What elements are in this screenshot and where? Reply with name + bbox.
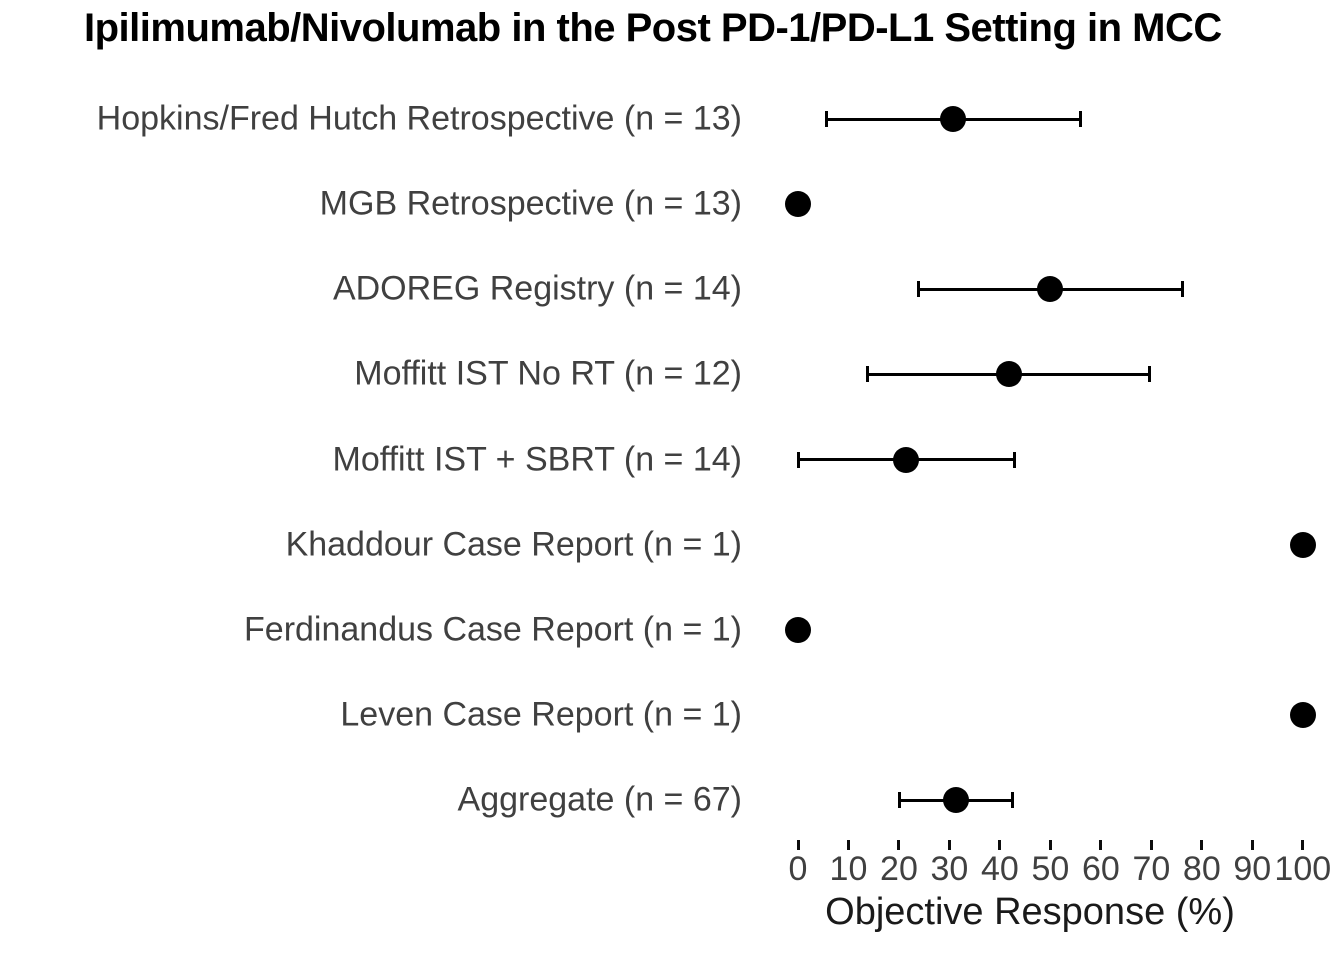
study-label: ADOREG Registry (n = 14): [332, 269, 742, 308]
chart-title: Ipilimumab/Nivolumab in the Post PD-1/PD…: [84, 6, 1222, 50]
study-label: Ferdinandus Case Report (n = 1): [244, 610, 742, 649]
x-axis-title: Objective Response (%): [825, 891, 1235, 933]
ci-lower-cap: [916, 281, 920, 298]
ci-upper-cap: [1147, 366, 1151, 383]
x-tick-label: 50: [1031, 850, 1070, 888]
orr-point-marker: [1289, 531, 1316, 558]
ci-lower-cap: [796, 451, 800, 468]
x-tick-mark: [1048, 840, 1052, 850]
x-tick-mark: [1301, 840, 1305, 850]
x-tick-mark: [897, 840, 901, 850]
x-tick-mark: [1200, 840, 1204, 850]
ci-lower-cap: [898, 792, 902, 808]
x-tick-label: 100: [1274, 850, 1332, 888]
orr-point-marker: [1037, 276, 1064, 303]
x-tick-label: 60: [1081, 850, 1120, 888]
x-tick-label: 20: [880, 850, 918, 888]
ci-upper-cap: [1011, 792, 1015, 808]
orr-point-marker: [785, 191, 811, 218]
x-tick-label: 0: [788, 850, 808, 888]
study-label: Moffitt IST No RT (n = 12): [354, 354, 742, 393]
orr-point-marker: [995, 361, 1022, 388]
study-label: Moffitt IST + SBRT (n = 14): [332, 439, 742, 478]
orr-point-marker: [940, 106, 967, 132]
orr-point-marker: [1289, 701, 1316, 728]
study-label: Leven Case Report (n = 1): [340, 695, 742, 734]
x-tick-label: 90: [1233, 850, 1272, 888]
study-label: Aggregate (n = 67): [457, 780, 742, 819]
x-tick-mark: [1250, 840, 1254, 850]
study-label: Khaddour Case Report (n = 1): [285, 524, 742, 563]
x-tick-label: 80: [1182, 850, 1221, 888]
ci-upper-cap: [1078, 111, 1082, 127]
x-tick-mark: [947, 840, 951, 850]
x-tick-label: 70: [1132, 850, 1171, 888]
orr-point-marker: [943, 787, 969, 813]
x-tick-mark: [1149, 840, 1153, 850]
ci-lower-cap: [866, 366, 870, 383]
ci-upper-cap: [1013, 451, 1017, 468]
orr-point-marker: [893, 446, 920, 473]
study-label: Hopkins/Fred Hutch Retrospective (n = 13…: [96, 99, 742, 138]
orr-point-marker: [785, 616, 811, 643]
x-tick-mark: [796, 840, 800, 850]
x-tick-label: 30: [930, 850, 969, 888]
x-tick-mark: [1099, 840, 1103, 850]
x-tick-mark: [846, 840, 850, 850]
study-label: MGB Retrospective (n = 13): [319, 184, 742, 223]
ci-lower-cap: [825, 111, 829, 127]
x-tick-label: 40: [980, 850, 1019, 888]
ci-upper-cap: [1181, 281, 1185, 298]
x-tick-label: 10: [829, 850, 868, 888]
x-tick-mark: [998, 840, 1002, 850]
